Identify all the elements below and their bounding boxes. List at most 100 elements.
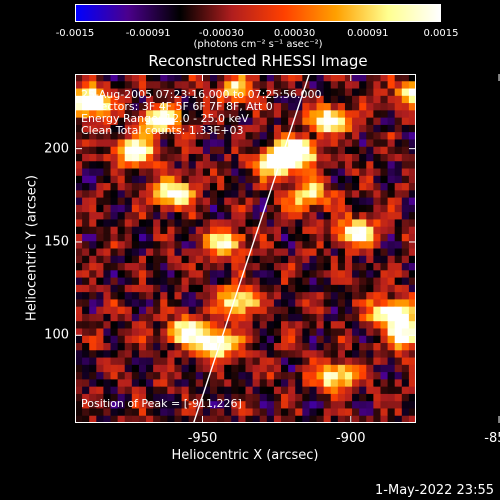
heatmap-cell xyxy=(153,139,161,148)
heatmap-cell xyxy=(117,226,126,235)
heatmap-cell xyxy=(380,328,389,337)
heatmap-cell xyxy=(224,248,232,257)
heatmap-cell xyxy=(82,226,90,235)
heatmap-cell xyxy=(401,284,410,293)
heatmap-cell xyxy=(110,415,119,423)
heatmap-cell xyxy=(380,343,389,351)
heatmap-cell xyxy=(124,183,133,191)
heatmap-cell xyxy=(131,357,140,366)
heatmap-cell xyxy=(394,95,403,104)
heatmap-cell xyxy=(231,393,239,402)
heatmap-cell xyxy=(352,248,360,257)
heatmap-cell xyxy=(323,146,332,155)
heatmap-cell xyxy=(217,357,225,366)
heatmap-cell xyxy=(195,415,204,423)
heatmap-cell xyxy=(281,386,289,395)
heatmap-cell xyxy=(124,233,133,242)
heatmap-cell xyxy=(195,190,204,199)
heatmap-cell xyxy=(75,226,83,235)
heatmap-cell xyxy=(401,415,410,423)
heatmap-cell xyxy=(316,241,325,249)
heatmap-cell xyxy=(302,415,310,423)
heatmap-cell xyxy=(394,226,403,235)
heatmap-cell xyxy=(295,197,303,206)
heatmap-cell xyxy=(401,212,410,220)
heatmap-cell xyxy=(167,226,175,235)
heatmap-cell xyxy=(96,263,104,271)
heatmap-cell xyxy=(174,313,183,322)
heatmap-cell xyxy=(110,139,119,148)
heatmap-cell xyxy=(231,74,239,82)
heatmap-cell xyxy=(309,364,318,373)
heatmap-cell xyxy=(316,263,325,271)
heatmap-cell xyxy=(174,153,183,162)
heatmap-cell xyxy=(295,277,303,286)
heatmap-cell xyxy=(401,321,410,329)
heatmap-cell xyxy=(366,132,374,140)
heatmap-cell xyxy=(245,313,254,322)
heatmap-cell xyxy=(252,263,261,271)
heatmap-cell xyxy=(82,146,90,155)
heatmap-cell xyxy=(188,146,197,155)
heatmap-cell xyxy=(380,270,389,279)
heatmap-cell xyxy=(344,88,353,97)
heatmap-cell xyxy=(401,393,410,402)
heatmap-cell xyxy=(89,132,97,140)
heatmap-cell xyxy=(309,393,318,402)
heatmap-cell xyxy=(138,350,147,359)
heatmap-cell xyxy=(252,357,261,366)
heatmap-cell xyxy=(238,146,246,155)
heatmap-cell xyxy=(209,233,218,242)
heatmap-cell xyxy=(224,168,232,177)
heatmap-cell xyxy=(344,212,353,220)
heatmap-cell xyxy=(309,306,318,315)
heatmap-cell xyxy=(181,95,190,104)
heatmap-cell xyxy=(110,364,119,373)
heatmap-cell xyxy=(188,168,197,177)
heatmap-cell xyxy=(330,284,339,293)
heatmap-cell xyxy=(252,292,261,300)
heatmap-cell xyxy=(174,386,183,395)
heatmap-cell xyxy=(408,379,416,388)
heatmap-cell xyxy=(181,183,190,191)
heatmap-cell xyxy=(195,299,204,308)
heatmap-cell xyxy=(344,161,353,170)
heatmap-cell xyxy=(288,277,296,286)
heatmap-cell xyxy=(387,408,396,417)
heatmap-cell xyxy=(281,241,289,249)
heatmap-cell xyxy=(117,132,126,140)
heatmap-cell xyxy=(167,248,175,257)
heatmap-cell xyxy=(387,357,396,366)
heatmap-cell xyxy=(117,219,126,228)
heatmap-cell xyxy=(82,306,90,315)
heatmap-cell xyxy=(295,132,303,140)
heatmap-cell xyxy=(309,161,318,170)
heatmap-cell xyxy=(202,277,211,286)
heatmap-cell xyxy=(238,219,246,228)
heatmap-cell xyxy=(266,313,275,322)
heatmap-cell xyxy=(316,204,325,213)
heatmap-cell xyxy=(82,277,90,286)
heatmap-cell xyxy=(359,408,367,417)
heatmap-cell xyxy=(330,183,339,191)
heatmap-cell xyxy=(352,241,360,249)
heatmap-cell xyxy=(188,81,197,90)
heatmap-cell xyxy=(344,74,353,82)
heatmap-cell xyxy=(124,343,133,351)
heatmap-cell xyxy=(117,386,126,395)
heatmap-cell xyxy=(138,292,147,300)
heatmap-cell xyxy=(96,277,104,286)
heatmap-cell xyxy=(323,132,332,140)
heatmap-cell xyxy=(188,415,197,423)
heatmap-cell xyxy=(160,132,168,140)
heatmap-cell xyxy=(344,168,353,177)
heatmap-cell xyxy=(75,81,83,90)
heatmap-cell xyxy=(295,335,303,344)
heatmap-cell xyxy=(295,255,303,264)
heatmap-cell xyxy=(330,393,339,402)
heatmap-cell xyxy=(82,74,90,82)
heatmap-cell xyxy=(224,88,232,97)
heatmap-cell xyxy=(252,132,261,140)
heatmap-cell xyxy=(259,190,268,199)
heatmap-cell xyxy=(238,386,246,395)
